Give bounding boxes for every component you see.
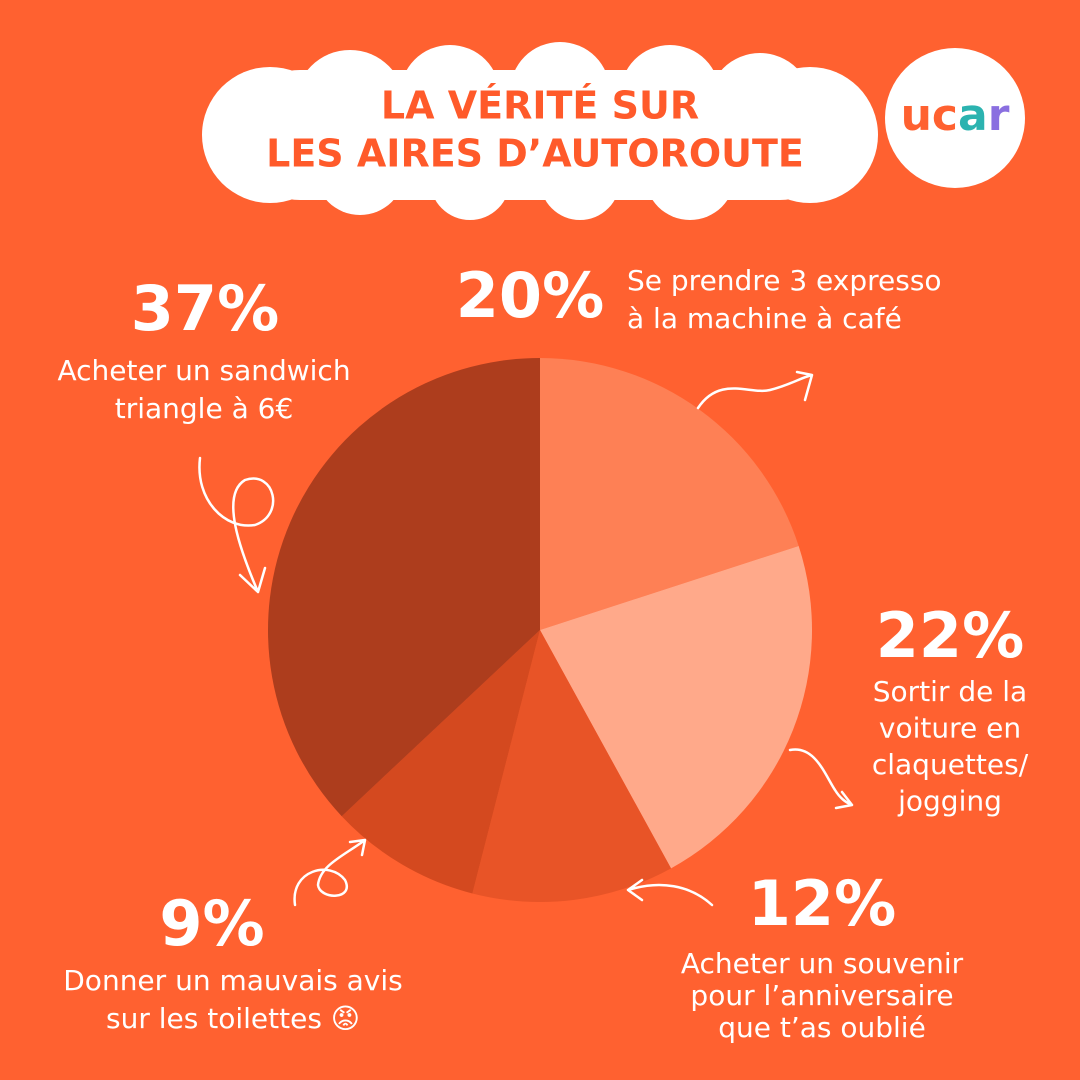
logo-badge: [885, 48, 1025, 188]
percent-label: 9%: [159, 887, 264, 960]
slice-description: Sortir de la: [873, 675, 1027, 708]
arrows: [198, 370, 854, 907]
slice-description: à la machine à café: [627, 302, 902, 335]
arrow: [293, 838, 367, 907]
slice-description: jogging: [897, 785, 1002, 818]
slice-description: pour l’anniversaire: [690, 979, 953, 1012]
logo: ucar: [901, 90, 1010, 141]
slice-description: Se prendre 3 expresso: [627, 264, 942, 297]
slice-description: claquettes/: [872, 748, 1029, 781]
percent-label: 20%: [456, 259, 604, 332]
slice-description: Acheter un sandwich: [57, 354, 350, 387]
title-cloud: [202, 42, 878, 220]
slice-description: sur les toilettes 😡: [106, 1002, 360, 1035]
percent-label: 12%: [748, 867, 896, 940]
arrow: [788, 748, 854, 810]
percent-label: 37%: [131, 272, 279, 345]
slice-description: triangle à 6€: [115, 392, 294, 425]
arrow: [626, 878, 714, 907]
title-line: LES AIRES D’AUTOROUTE: [266, 132, 804, 176]
title-line: LA VÉRITÉ SUR: [381, 84, 699, 128]
slice-description: que t’as oublié: [718, 1011, 926, 1044]
pie-slice: [540, 545, 813, 869]
pie-slice: [540, 358, 799, 630]
percent-label: 22%: [876, 599, 1024, 672]
slice-description: voiture en: [879, 712, 1021, 745]
arrow: [198, 456, 275, 594]
pie-slice: [267, 358, 540, 817]
slice-description: Acheter un souvenir: [681, 947, 964, 980]
slice-description: Donner un mauvais avis: [63, 964, 403, 997]
pie-slice: [341, 630, 540, 894]
pie-slice: [472, 630, 672, 902]
arrow: [696, 370, 814, 410]
